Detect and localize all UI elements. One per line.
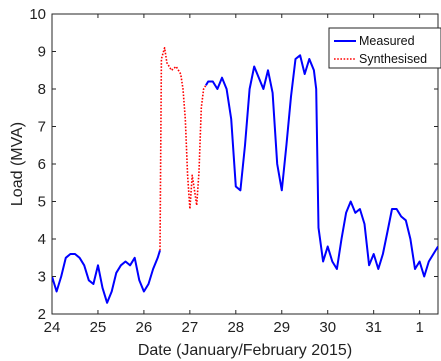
tick-layer: 24 25 26 27 28 29 30 31 1 2 3 4 5 6 7 8 9 10 <box>29 6 438 336</box>
y-tick-label: 9 <box>38 44 46 61</box>
y-axis-label: Load (MVA) <box>9 122 26 206</box>
legend-label-synthesised: Synthesised <box>359 52 427 66</box>
data-layer <box>52 47 438 304</box>
x-tick-label: 26 <box>136 319 153 336</box>
x-tick-label: 1 <box>415 319 423 336</box>
legend-label-measured: Measured <box>359 34 415 48</box>
y-tick-label: 3 <box>38 269 46 286</box>
y-tick-label: 4 <box>38 231 46 248</box>
series-line-measured <box>52 250 161 304</box>
legend-box <box>328 27 441 69</box>
x-tick-label: 27 <box>182 319 199 336</box>
x-tick-label: 30 <box>319 319 336 336</box>
x-tick-label: 28 <box>227 319 244 336</box>
x-tick-label: 31 <box>365 319 382 336</box>
legend: Measured Synthesised <box>328 27 441 69</box>
y-tick-label: 5 <box>38 194 46 211</box>
y-tick-label: 10 <box>29 6 46 23</box>
series-line-measured <box>205 54 438 278</box>
x-axis-label: Date (January/February 2015) <box>138 342 352 359</box>
y-tick-label: 2 <box>38 306 46 323</box>
x-tick-label: 25 <box>90 319 107 336</box>
y-tick-label: 6 <box>38 156 46 173</box>
x-tick-label: 29 <box>273 319 290 336</box>
series-line-synthesised <box>159 47 207 251</box>
x-tick-label: 24 <box>44 319 61 336</box>
y-tick-label: 8 <box>38 81 46 98</box>
y-tick-label: 7 <box>38 119 46 136</box>
